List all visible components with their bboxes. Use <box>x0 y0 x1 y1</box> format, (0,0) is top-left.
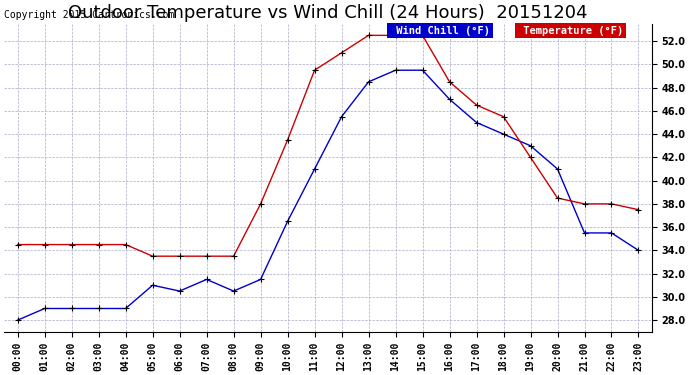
Text: Wind Chill (°F): Wind Chill (°F) <box>390 26 490 36</box>
Title: Outdoor Temperature vs Wind Chill (24 Hours)  20151204: Outdoor Temperature vs Wind Chill (24 Ho… <box>68 4 588 22</box>
Text: Temperature (°F): Temperature (°F) <box>518 26 624 36</box>
Text: Copyright 2015 Cartronics.com: Copyright 2015 Cartronics.com <box>4 10 175 20</box>
